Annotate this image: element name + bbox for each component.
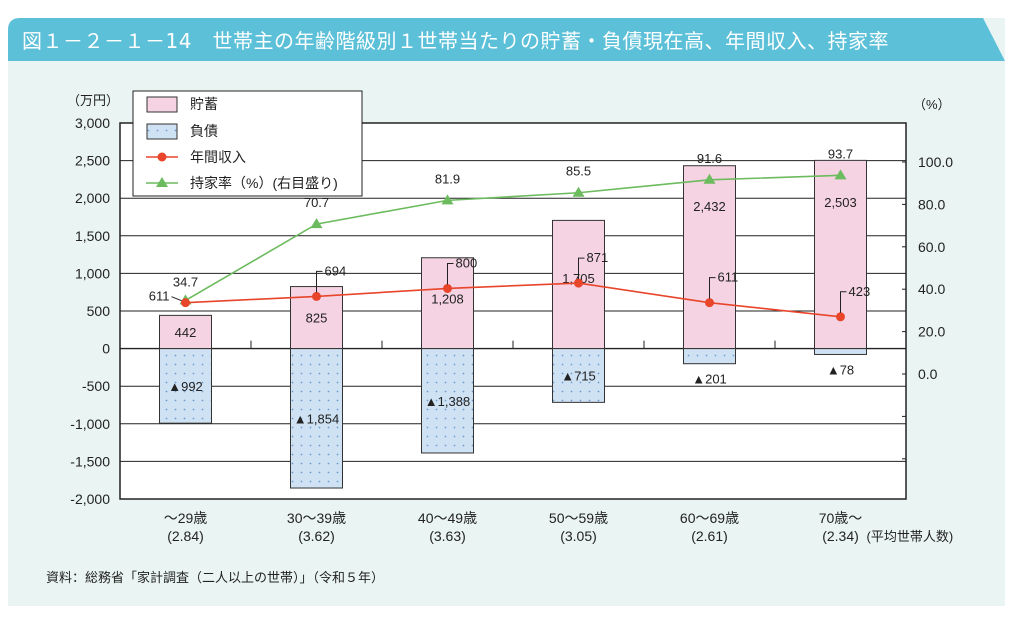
debt-bar (159, 348, 212, 424)
homeownership-label: 81.9 (435, 171, 460, 186)
household-size-label: (2.84) (167, 528, 204, 544)
legend-debt-swatch (146, 123, 178, 140)
income-marker (836, 312, 845, 322)
category-label: ～29歳 (164, 510, 208, 526)
income-leader (840, 291, 847, 313)
right-tick-label: 0.0 (918, 366, 938, 382)
homeownership-marker (441, 194, 454, 205)
category-label: 50～59歳 (549, 510, 608, 526)
savings-bar (683, 165, 736, 350)
income-leader (316, 270, 323, 293)
right-tick-label: 80.0 (918, 196, 945, 212)
left-axis-unit: （万円） (67, 93, 119, 108)
legend-label: 貯蓄 (190, 96, 218, 112)
income-label: 800 (456, 255, 478, 270)
legend-label: 持家率（%）(右目盛り) (190, 175, 338, 191)
savings-label: 2,503 (824, 195, 857, 210)
left-tick-label: 1,500 (75, 228, 110, 244)
homeownership-label: 91.6 (697, 151, 722, 166)
income-label: 611 (149, 289, 170, 304)
income-label: 694 (325, 263, 347, 278)
household-size-label: (2.34) (822, 528, 859, 544)
legend-label: 負債 (190, 123, 218, 139)
legend-homeownership-marker (156, 177, 168, 187)
income-marker (312, 291, 321, 301)
savings-label: 1,208 (431, 292, 464, 307)
right-tick-label: 40.0 (918, 281, 945, 297)
savings-label: 2,432 (693, 199, 726, 214)
right-tick-label: 60.0 (918, 239, 945, 255)
income-leader (709, 277, 716, 299)
title-bar (8, 18, 1005, 61)
homeownership-label: 93.7 (828, 146, 853, 161)
debt-bar (421, 348, 474, 454)
household-size-unit: (平均世帯人数) (867, 529, 954, 544)
left-tick-label: 0 (102, 341, 110, 357)
debt-label: ▲1,854 (294, 411, 339, 426)
legend-label: 年間収入 (190, 149, 246, 165)
homeownership-marker (572, 186, 585, 197)
debt-label: ▲992 (168, 379, 203, 394)
category-label: 70歳～ (819, 510, 863, 526)
income-label: 871 (587, 250, 609, 265)
left-tick-label: 2,000 (75, 190, 110, 206)
income-marker (705, 298, 714, 308)
savings-label: 825 (306, 311, 328, 326)
income-label: 423 (849, 284, 871, 299)
source-note: 資料：総務省「家計調査（二人以上の世帯）」（令和５年） (46, 571, 385, 586)
income-label: 611 (718, 270, 739, 285)
savings-label: 442 (175, 325, 197, 340)
category-label: 30～39歳 (287, 510, 346, 526)
income-leader (171, 296, 182, 302)
debt-bar (552, 348, 605, 403)
household-size-label: (3.63) (429, 528, 466, 544)
right-axis-unit: （%） (913, 97, 951, 112)
household-size-label: (2.61) (691, 528, 728, 544)
right-tick-label: 100.0 (918, 154, 953, 170)
homeownership-label: 34.7 (173, 274, 198, 289)
homeownership-marker (310, 218, 323, 229)
left-tick-label: 3,000 (75, 115, 110, 131)
debt-label: ▲715 (561, 368, 596, 383)
income-leader (447, 262, 454, 285)
debt-bar (814, 348, 867, 355)
household-size-label: (3.62) (298, 528, 335, 544)
legend-savings-swatch (146, 96, 178, 113)
homeownership-label: 85.5 (566, 164, 591, 179)
title-bar-bg (8, 18, 1005, 61)
left-tick-label: 1,000 (75, 265, 110, 281)
plot-frame (119, 122, 907, 500)
debt-label: ▲1,388 (425, 394, 470, 409)
debt-label: ▲78 (827, 362, 854, 377)
left-tick-label: -1,500 (70, 453, 110, 469)
income-marker (574, 278, 583, 288)
debt-bar (683, 348, 736, 365)
income-leader (578, 257, 585, 280)
debt-bar (290, 348, 343, 489)
income-marker (181, 298, 190, 308)
homeownership-line (185, 174, 841, 302)
legend-income-marker (157, 152, 167, 162)
figure-title: 図１－２－１－14 世帯主の年齢階級別１世帯当たりの貯蓄・負債現在高、年間収入、… (22, 29, 889, 53)
right-tick-label: 20.0 (918, 324, 945, 340)
left-tick-label: 500 (87, 303, 111, 319)
household-size-label: (3.05) (560, 528, 597, 544)
left-tick-label: -500 (82, 378, 110, 394)
homeownership-marker (703, 173, 716, 184)
left-tick-label: 2,500 (75, 153, 110, 169)
income-line (185, 282, 841, 318)
category-label: 60～69歳 (680, 510, 739, 526)
savings-bar (159, 314, 212, 350)
left-tick-label: -2,000 (70, 491, 110, 507)
category-label: 40～49歳 (418, 510, 477, 526)
debt-label: ▲201 (692, 372, 727, 387)
homeownership-label: 70.7 (304, 195, 329, 210)
income-marker (443, 283, 452, 293)
left-tick-label: -1,000 (70, 416, 110, 432)
homeownership-marker (834, 169, 847, 180)
